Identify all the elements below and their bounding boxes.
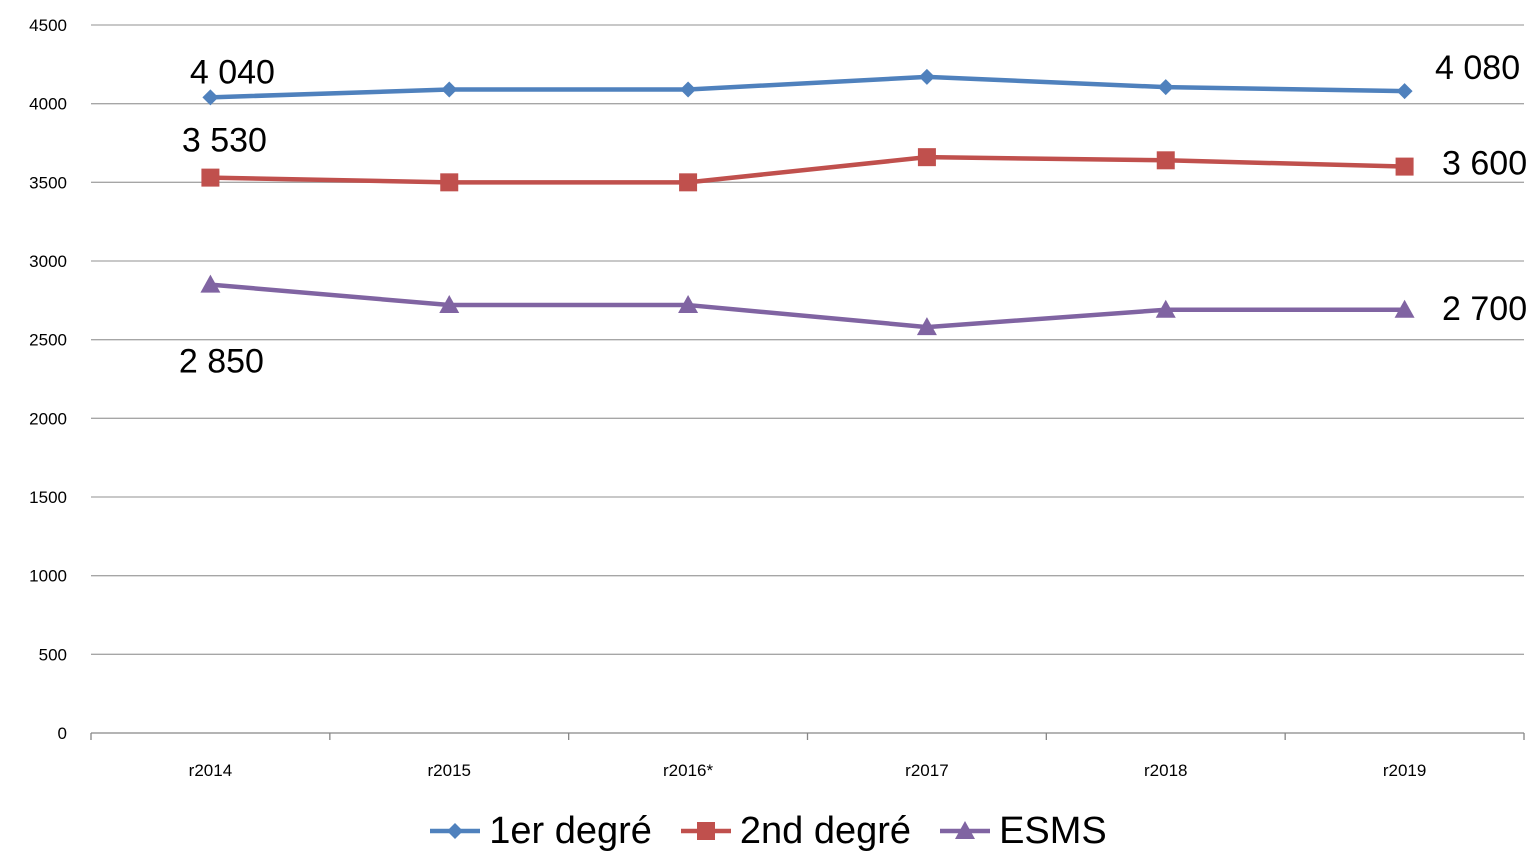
data-point-esms (678, 295, 699, 314)
legend-item-esms: ESMS (937, 810, 1107, 853)
legend-swatch (680, 822, 731, 840)
legend-swatch (430, 823, 481, 839)
data-point-esms (916, 317, 937, 336)
series-lines (200, 68, 1415, 336)
y-axis-ticks: 0 500 1000 1500 2000 2500 3000 3500 4000 4500 (29, 16, 67, 743)
data-point-esms (1394, 299, 1415, 318)
data-point-2nd-degr (1395, 157, 1414, 176)
legend-item-2nd-degr: 2nd degré (678, 810, 911, 853)
data-point-1er-degr (1396, 83, 1413, 100)
series-line-1er-degr (208, 74, 1407, 100)
y-tick-label: 1500 (29, 488, 67, 507)
data-point-1er-degr (441, 81, 458, 98)
legend: 1er degré 2nd degré ESMS (0, 806, 1534, 856)
y-tick-label: 2500 (29, 331, 67, 350)
y-tick-label: 0 (58, 724, 67, 743)
line-chart: 0 500 1000 1500 2000 2500 3000 3500 4000 4500 r20… (29, 16, 1527, 780)
y-tick-label: 4000 (29, 95, 67, 114)
legend-label: ESMS (999, 809, 1107, 852)
legend-swatch-marker (696, 822, 715, 840)
data-label: 3 530 (182, 122, 267, 160)
data-label: 2 850 (179, 343, 264, 381)
data-point-2nd-degr (201, 168, 220, 187)
series-line-esms (208, 282, 1407, 330)
x-tick-label: r2014 (189, 761, 232, 780)
legend-swatch (940, 821, 991, 839)
series-line-2nd-degr (208, 154, 1407, 185)
x-tick-label: r2016* (663, 761, 713, 780)
y-tick-label: 3500 (29, 173, 67, 192)
data-point-2nd-degr (917, 148, 936, 167)
data-labels: 4 040 4 080 3 530 3 600 2 850 2 700 (179, 49, 1527, 381)
data-point-2nd-degr (1156, 151, 1175, 170)
data-point-esms (200, 274, 221, 293)
data-label: 4 040 (190, 53, 275, 91)
data-point-esms (439, 295, 460, 314)
y-tick-label: 4500 (29, 16, 67, 35)
y-tick-label: 2000 (29, 409, 67, 428)
legend-label: 1er degré (489, 809, 652, 852)
y-tick-label: 3000 (29, 252, 67, 271)
x-axis-ticks: r2014 r2015 r2016* r2017 r2018 r2019 (90, 733, 1525, 780)
data-label: 2 700 (1442, 290, 1527, 328)
data-point-2nd-degr (440, 173, 459, 192)
legend-item-1er-degr: 1er degré (427, 810, 652, 853)
data-point-2nd-degr (679, 173, 698, 192)
y-tick-label: 500 (39, 645, 67, 664)
gridlines (91, 24, 1524, 734)
legend-label: 2nd degré (739, 809, 912, 852)
x-tick-label: r2018 (1144, 761, 1187, 780)
y-tick-label: 1000 (29, 567, 67, 586)
data-point-1er-degr (918, 68, 935, 85)
data-point-1er-degr (680, 81, 697, 98)
data-point-esms (1155, 299, 1176, 318)
x-tick-label: r2019 (1383, 761, 1426, 780)
data-label: 4 080 (1435, 49, 1520, 87)
legend-swatch-marker (447, 823, 464, 839)
x-tick-label: r2017 (905, 761, 948, 780)
x-tick-label: r2015 (428, 761, 471, 780)
data-label: 3 600 (1442, 145, 1527, 183)
legend-swatch-marker (955, 821, 976, 839)
data-point-1er-degr (202, 89, 219, 106)
data-point-1er-degr (1157, 79, 1174, 96)
